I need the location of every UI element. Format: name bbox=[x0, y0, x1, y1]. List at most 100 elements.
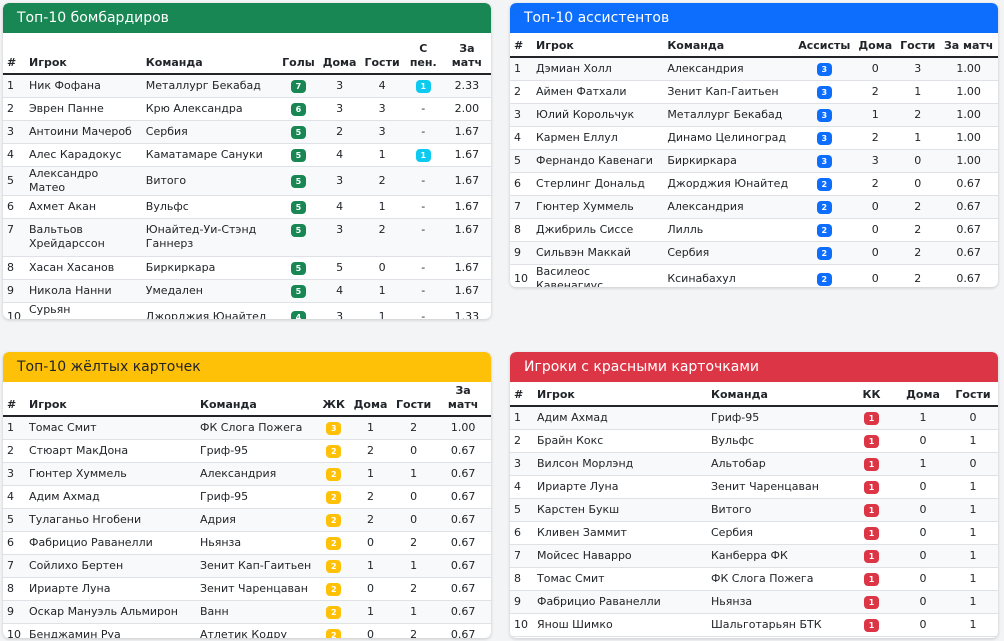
row-number: 3 bbox=[510, 452, 533, 476]
player-name: Оскар Мануэль Альмирон bbox=[25, 600, 196, 624]
table-row: 6 Фабрицио Раванелли Ньянза 2 0 2 0.67 bbox=[3, 531, 491, 555]
table-row: 10 Бенджамин Руа Атлетик Кодру 2 0 2 0.67 bbox=[3, 623, 491, 638]
team-name: Металлург Бекабад bbox=[141, 74, 279, 98]
away-count: 0 bbox=[896, 149, 940, 173]
table-row: 3 Гюнтер Хуммель Александрия 2 1 1 0.67 bbox=[3, 462, 491, 486]
goals: 5 bbox=[278, 143, 319, 167]
table-row: 7 Гюнтер Хуммель Александрия 2 0 2 0.67 bbox=[510, 195, 998, 219]
penalties: - bbox=[403, 256, 443, 280]
row-number: 5 bbox=[3, 508, 25, 532]
row-number: 8 bbox=[3, 577, 25, 601]
player-name: Бенджамин Руа bbox=[25, 623, 196, 638]
assists: 2 bbox=[794, 172, 855, 196]
home-count: 1 bbox=[349, 600, 392, 624]
player-name: Стерлинг Дональд bbox=[532, 172, 664, 196]
assists-badge: 3 bbox=[816, 85, 832, 99]
home-count: 1 bbox=[854, 103, 897, 127]
team-name: Гриф-95 bbox=[195, 485, 319, 509]
home-count: 2 bbox=[349, 485, 392, 509]
yellow-cards-title: Топ-10 жёлтых карточек bbox=[3, 352, 491, 382]
player-name: Антоини Мачероб bbox=[25, 120, 142, 144]
yellow-cards-badge: 2 bbox=[326, 513, 342, 527]
col-num: # bbox=[510, 382, 533, 407]
home-count: 4 bbox=[318, 195, 361, 219]
home-count: 3 bbox=[854, 149, 897, 173]
assists: 3 bbox=[794, 80, 855, 104]
row-number: 4 bbox=[510, 126, 532, 150]
penalties: - bbox=[403, 218, 443, 257]
assists: 2 bbox=[794, 241, 855, 265]
red-cards-table: # Игрок Команда КК Дома Гости 1 Адим Ахма… bbox=[510, 382, 998, 637]
player-name: Фабрицио Раванелли bbox=[533, 590, 707, 614]
penalties: - bbox=[403, 97, 443, 121]
row-number: 6 bbox=[3, 531, 25, 555]
player-name: Карстен Букш bbox=[533, 498, 707, 522]
away-count: 1 bbox=[360, 195, 404, 219]
red-cards-badge: 1 bbox=[864, 457, 879, 471]
home-count: 0 bbox=[349, 531, 392, 555]
player-name: Фернандо Кавенаги bbox=[532, 149, 664, 173]
home-count: 0 bbox=[854, 57, 897, 81]
table-row: 7 Мойсес Наварро Канберра ФК 1 0 1 bbox=[510, 544, 998, 568]
col-home: Дома bbox=[349, 382, 392, 417]
away-count: 3 bbox=[360, 97, 404, 121]
player-name: Ник Фофана bbox=[25, 74, 142, 98]
table-row: 4 Адим Ахмад Гриф-95 2 2 0 0.67 bbox=[3, 485, 491, 509]
red-cards-badge: 1 bbox=[864, 434, 879, 448]
away-count: 1 bbox=[948, 590, 998, 614]
per-match: 0.67 bbox=[939, 172, 998, 196]
col-home: Дома bbox=[318, 33, 361, 75]
per-match: 1.67 bbox=[442, 279, 491, 303]
assists-badge: 2 bbox=[816, 223, 832, 237]
penalties: - bbox=[403, 195, 443, 219]
per-match: 0.67 bbox=[939, 195, 998, 219]
player-name: Гюнтер Хуммель bbox=[532, 195, 664, 219]
red-cards: 1 bbox=[845, 498, 898, 522]
row-number: 10 bbox=[3, 623, 25, 638]
red-cards: 1 bbox=[845, 590, 898, 614]
assists-badge: 2 bbox=[816, 200, 832, 214]
team-name: Вульфс bbox=[707, 429, 845, 453]
yellow-cards: 2 bbox=[318, 600, 350, 624]
yellow-cards: 3 bbox=[318, 416, 350, 440]
away-count: 2 bbox=[896, 218, 940, 242]
team-name: Джорджия Юнайтед bbox=[663, 172, 795, 196]
table-row: 4 Алес Карадокус Каматамаре Сануки 5 4 1 1 1.67 bbox=[3, 143, 491, 167]
away-count: 2 bbox=[896, 103, 940, 127]
per-match: 1.00 bbox=[939, 57, 998, 81]
player-name: Адим Ахмад bbox=[533, 406, 707, 430]
team-name: Умедален bbox=[141, 279, 279, 303]
table-row: 9 Фабрицио Раванелли Ньянза 1 0 1 bbox=[510, 590, 998, 614]
team-name: Зенит Кап-Гаитьен bbox=[195, 554, 319, 578]
home-count: 0 bbox=[898, 475, 948, 499]
top-assists-title: Топ-10 ассистентов bbox=[510, 3, 998, 33]
table-row: 1 Адим Ахмад Гриф-95 1 1 0 bbox=[510, 406, 998, 430]
yellow-cards: 2 bbox=[318, 439, 350, 463]
table-row: 2 Эврен Панне Крю Александра 6 3 3-2.00 bbox=[3, 97, 491, 121]
top-scorers-title: Топ-10 бомбардиров bbox=[3, 3, 491, 33]
away-count: 2 bbox=[896, 264, 940, 287]
goals: 5 bbox=[278, 166, 319, 196]
col-away: Гости bbox=[392, 382, 436, 417]
goals-badge: 5 bbox=[290, 200, 306, 214]
team-name: ФК Слога Пожега bbox=[195, 416, 319, 440]
home-count: 4 bbox=[318, 143, 361, 167]
home-count: 1 bbox=[898, 452, 948, 476]
team-name: Витого bbox=[707, 498, 845, 522]
home-count: 1 bbox=[349, 416, 392, 440]
row-number: 1 bbox=[3, 416, 25, 440]
per-match: 0.67 bbox=[435, 577, 491, 601]
row-number: 6 bbox=[3, 195, 25, 219]
row-number: 3 bbox=[3, 120, 25, 144]
table-row: 8 Джибриль Сиссе Лилль 2 0 2 0.67 bbox=[510, 218, 998, 242]
player-name: Василеос Кавенагиус bbox=[532, 264, 664, 287]
table-row: 2 Аймен Фатхали Зенит Кап-Гаитьен 3 2 1 1.00 bbox=[510, 80, 998, 104]
row-number: 3 bbox=[3, 462, 25, 486]
col-assists: Ассисты bbox=[794, 33, 855, 58]
col-player: Игрок bbox=[533, 382, 707, 407]
per-match: 0.67 bbox=[939, 241, 998, 265]
home-count: 4 bbox=[318, 279, 361, 303]
home-count: 0 bbox=[349, 577, 392, 601]
